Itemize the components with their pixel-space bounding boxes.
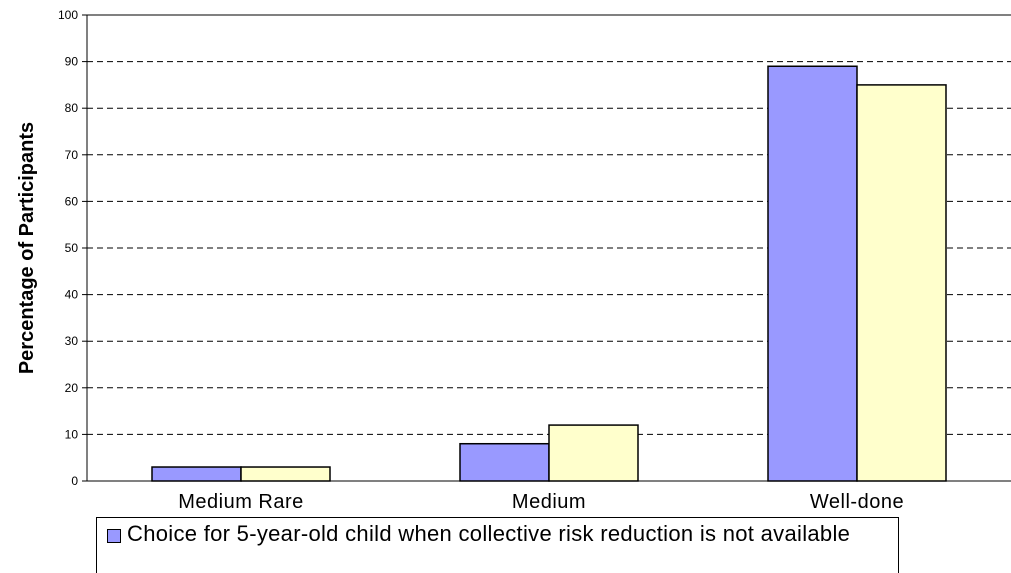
bar-series-2-medium xyxy=(548,424,639,482)
bar-series-1-well-done xyxy=(767,65,858,482)
bar-series-1-medium-rare xyxy=(151,466,242,482)
legend-label-series-1: Choice for 5-year-old child when collect… xyxy=(127,521,851,546)
x-tick-label-well-done: Well-done xyxy=(810,491,904,513)
y-tick-label-0: 0 xyxy=(71,474,78,488)
y-tick-label-10: 10 xyxy=(65,427,79,441)
x-axis-labels: Medium Rare Medium Well-done xyxy=(178,491,904,513)
y-tick-label-30: 30 xyxy=(65,334,79,348)
bars xyxy=(151,65,947,482)
x-tick-label-medium-rare: Medium Rare xyxy=(178,491,304,513)
y-tick-label-50: 50 xyxy=(65,241,79,255)
y-axis-title: Percentage of Participants xyxy=(16,122,38,374)
y-axis-ticks: 0 10 20 30 40 50 60 70 80 90 100 xyxy=(58,8,87,488)
x-tick-label-medium: Medium xyxy=(512,491,586,513)
bar-series-2-medium-rare xyxy=(240,466,331,482)
legend-swatch-series-1 xyxy=(107,529,121,543)
y-tick-label-40: 40 xyxy=(65,288,79,302)
bar-series-2-well-done xyxy=(856,84,947,482)
y-tick-label-60: 60 xyxy=(65,194,79,208)
y-tick-label-90: 90 xyxy=(65,55,79,69)
bar-series-1-medium xyxy=(459,442,550,482)
y-tick-label-100: 100 xyxy=(58,8,78,22)
y-tick-label-80: 80 xyxy=(65,101,79,115)
y-tick-label-70: 70 xyxy=(65,148,79,162)
grid-lines xyxy=(87,14,1011,435)
y-tick-label-20: 20 xyxy=(65,381,79,395)
legend: Choice for 5-year-old child when collect… xyxy=(96,517,899,573)
